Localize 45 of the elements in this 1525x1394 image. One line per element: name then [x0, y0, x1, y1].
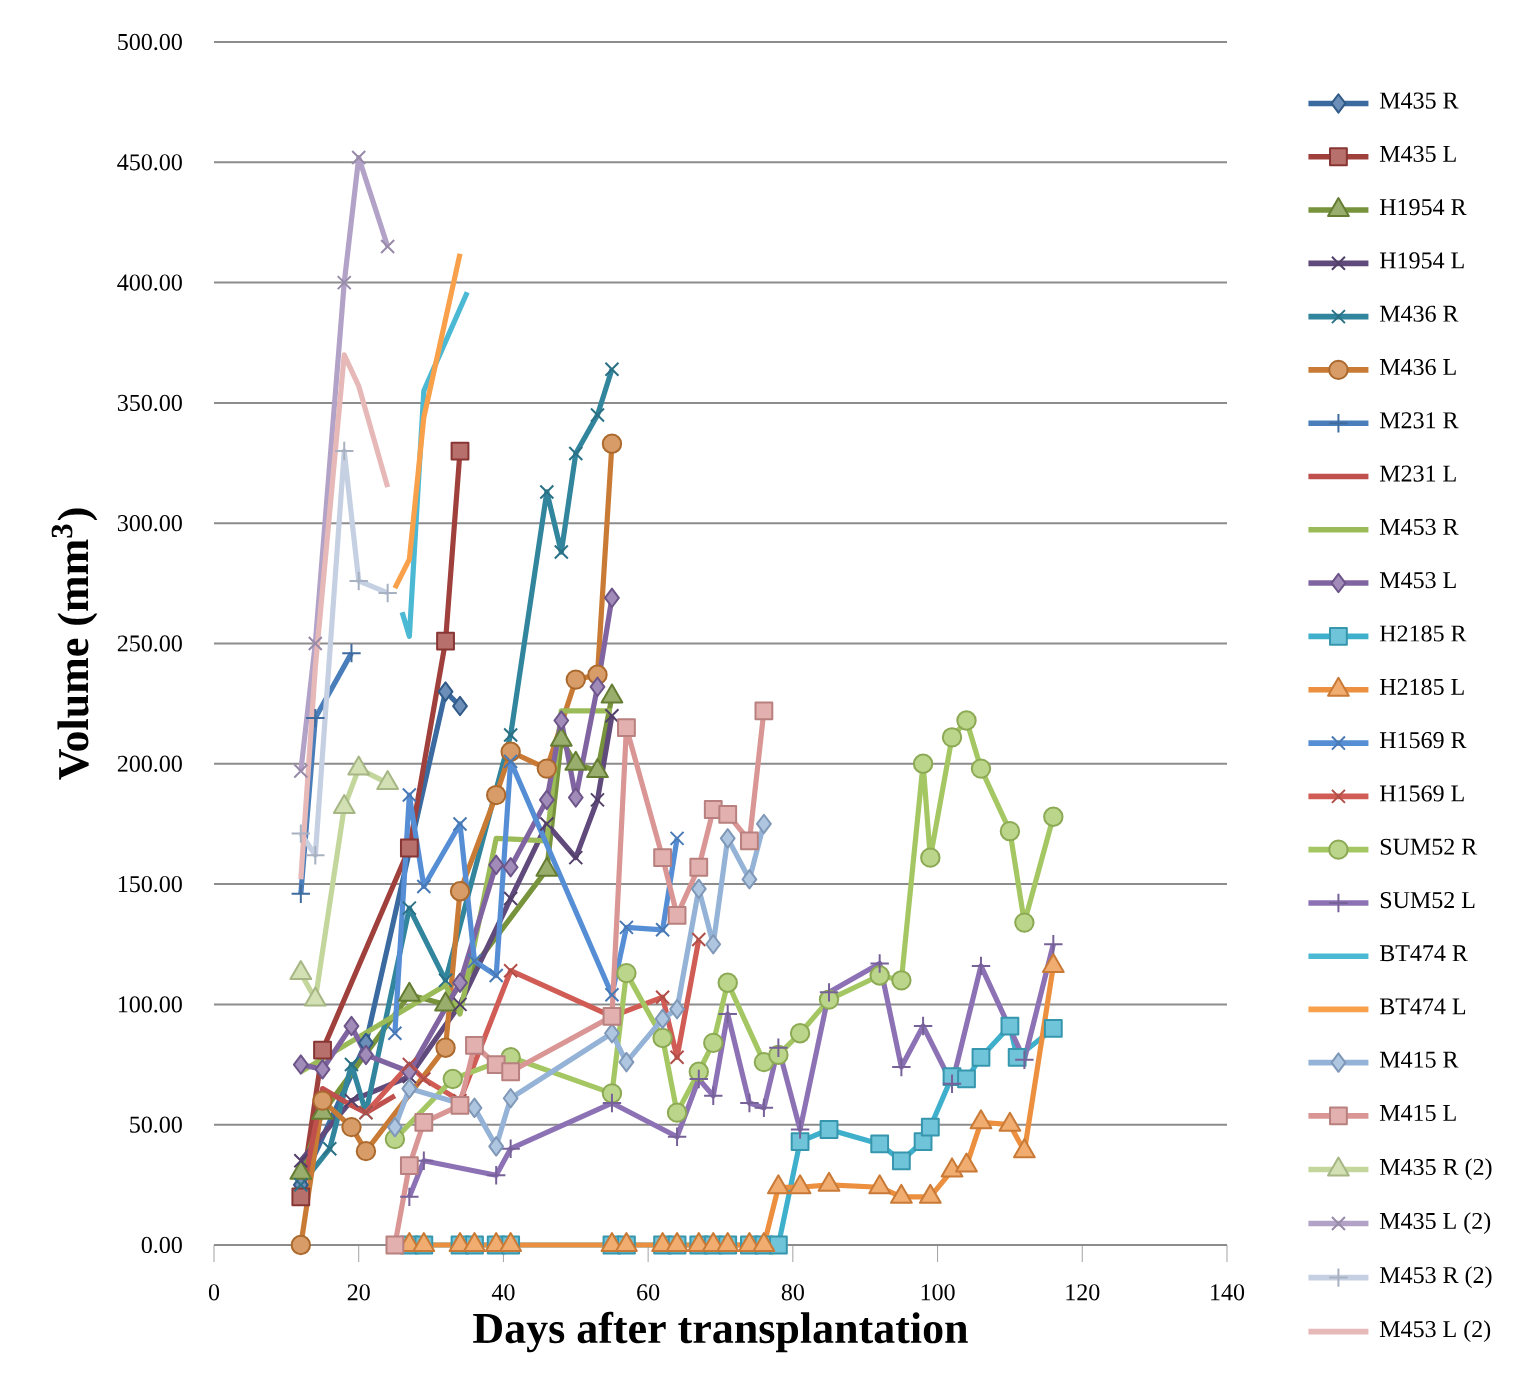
- legend-label: M453 L (2): [1379, 1320, 1491, 1343]
- y-tick-label: 400.00: [117, 274, 182, 291]
- legend-label: M435 R (2): [1379, 1158, 1492, 1180]
- y-tick-label: 50.00: [130, 1116, 182, 1133]
- legend-label: SUM52 L: [1380, 891, 1475, 909]
- y-axis-title: Volume (mm$^{3}$): [51, 508, 98, 780]
- y-tick-label: 450.00: [117, 154, 182, 171]
- x-tick-label: 40: [491, 1284, 515, 1301]
- legend-label: H2185 R: [1379, 625, 1467, 642]
- y-tick-label: 100.00: [118, 996, 182, 1013]
- legend-label: M453 L: [1379, 572, 1456, 589]
- legend-label: BT474 L: [1379, 998, 1466, 1015]
- legend-label: M453 R (2): [1379, 1266, 1492, 1289]
- x-tick-label: 120: [1066, 1284, 1100, 1301]
- legend-label: M436 L: [1379, 358, 1456, 376]
- x-tick-label: 0: [208, 1284, 220, 1301]
- x-tick-label: 80: [781, 1284, 804, 1301]
- x-tick-label: 60: [637, 1284, 660, 1301]
- x-tick-label: 140: [1211, 1284, 1245, 1301]
- legend-label: H1569 L: [1379, 785, 1464, 802]
- legend-label: M435 L: [1379, 145, 1456, 162]
- y-tick-label: 500.00: [118, 33, 182, 51]
- y-tick-label: 250.00: [117, 635, 182, 652]
- legend-label: M453 R: [1379, 518, 1459, 535]
- legend-label: M231 L: [1379, 465, 1456, 482]
- legend-label: H1954 L: [1379, 252, 1464, 269]
- y-tick-label: 150.00: [118, 875, 182, 893]
- y-tick-label: 350.00: [117, 394, 182, 412]
- x-tick-label: 20: [347, 1284, 370, 1301]
- y-tick-label: 0.00: [141, 1236, 182, 1254]
- legend-label: SUM52 R: [1380, 838, 1478, 855]
- legend-label: M415 R: [1379, 1051, 1459, 1068]
- legend-label: M435 L (2): [1379, 1212, 1491, 1235]
- x-tick-label: 100: [921, 1284, 955, 1301]
- legend-label: H2185 L: [1379, 678, 1464, 695]
- legend-label: H1569 R: [1379, 732, 1467, 749]
- legend-label: BT474 R: [1379, 945, 1468, 962]
- y-tick-label: 300.00: [117, 515, 182, 532]
- legend-label: M435 R: [1379, 92, 1459, 109]
- legend-label: H1954 R: [1379, 199, 1467, 216]
- x-axis-title: Days after transplantation: [473, 1311, 968, 1353]
- legend-label: M415 L: [1379, 1104, 1456, 1122]
- legend-label: M436 R: [1379, 305, 1459, 322]
- y-tick-label: 200.00: [117, 755, 182, 772]
- legend-label: M231 R: [1379, 412, 1459, 429]
